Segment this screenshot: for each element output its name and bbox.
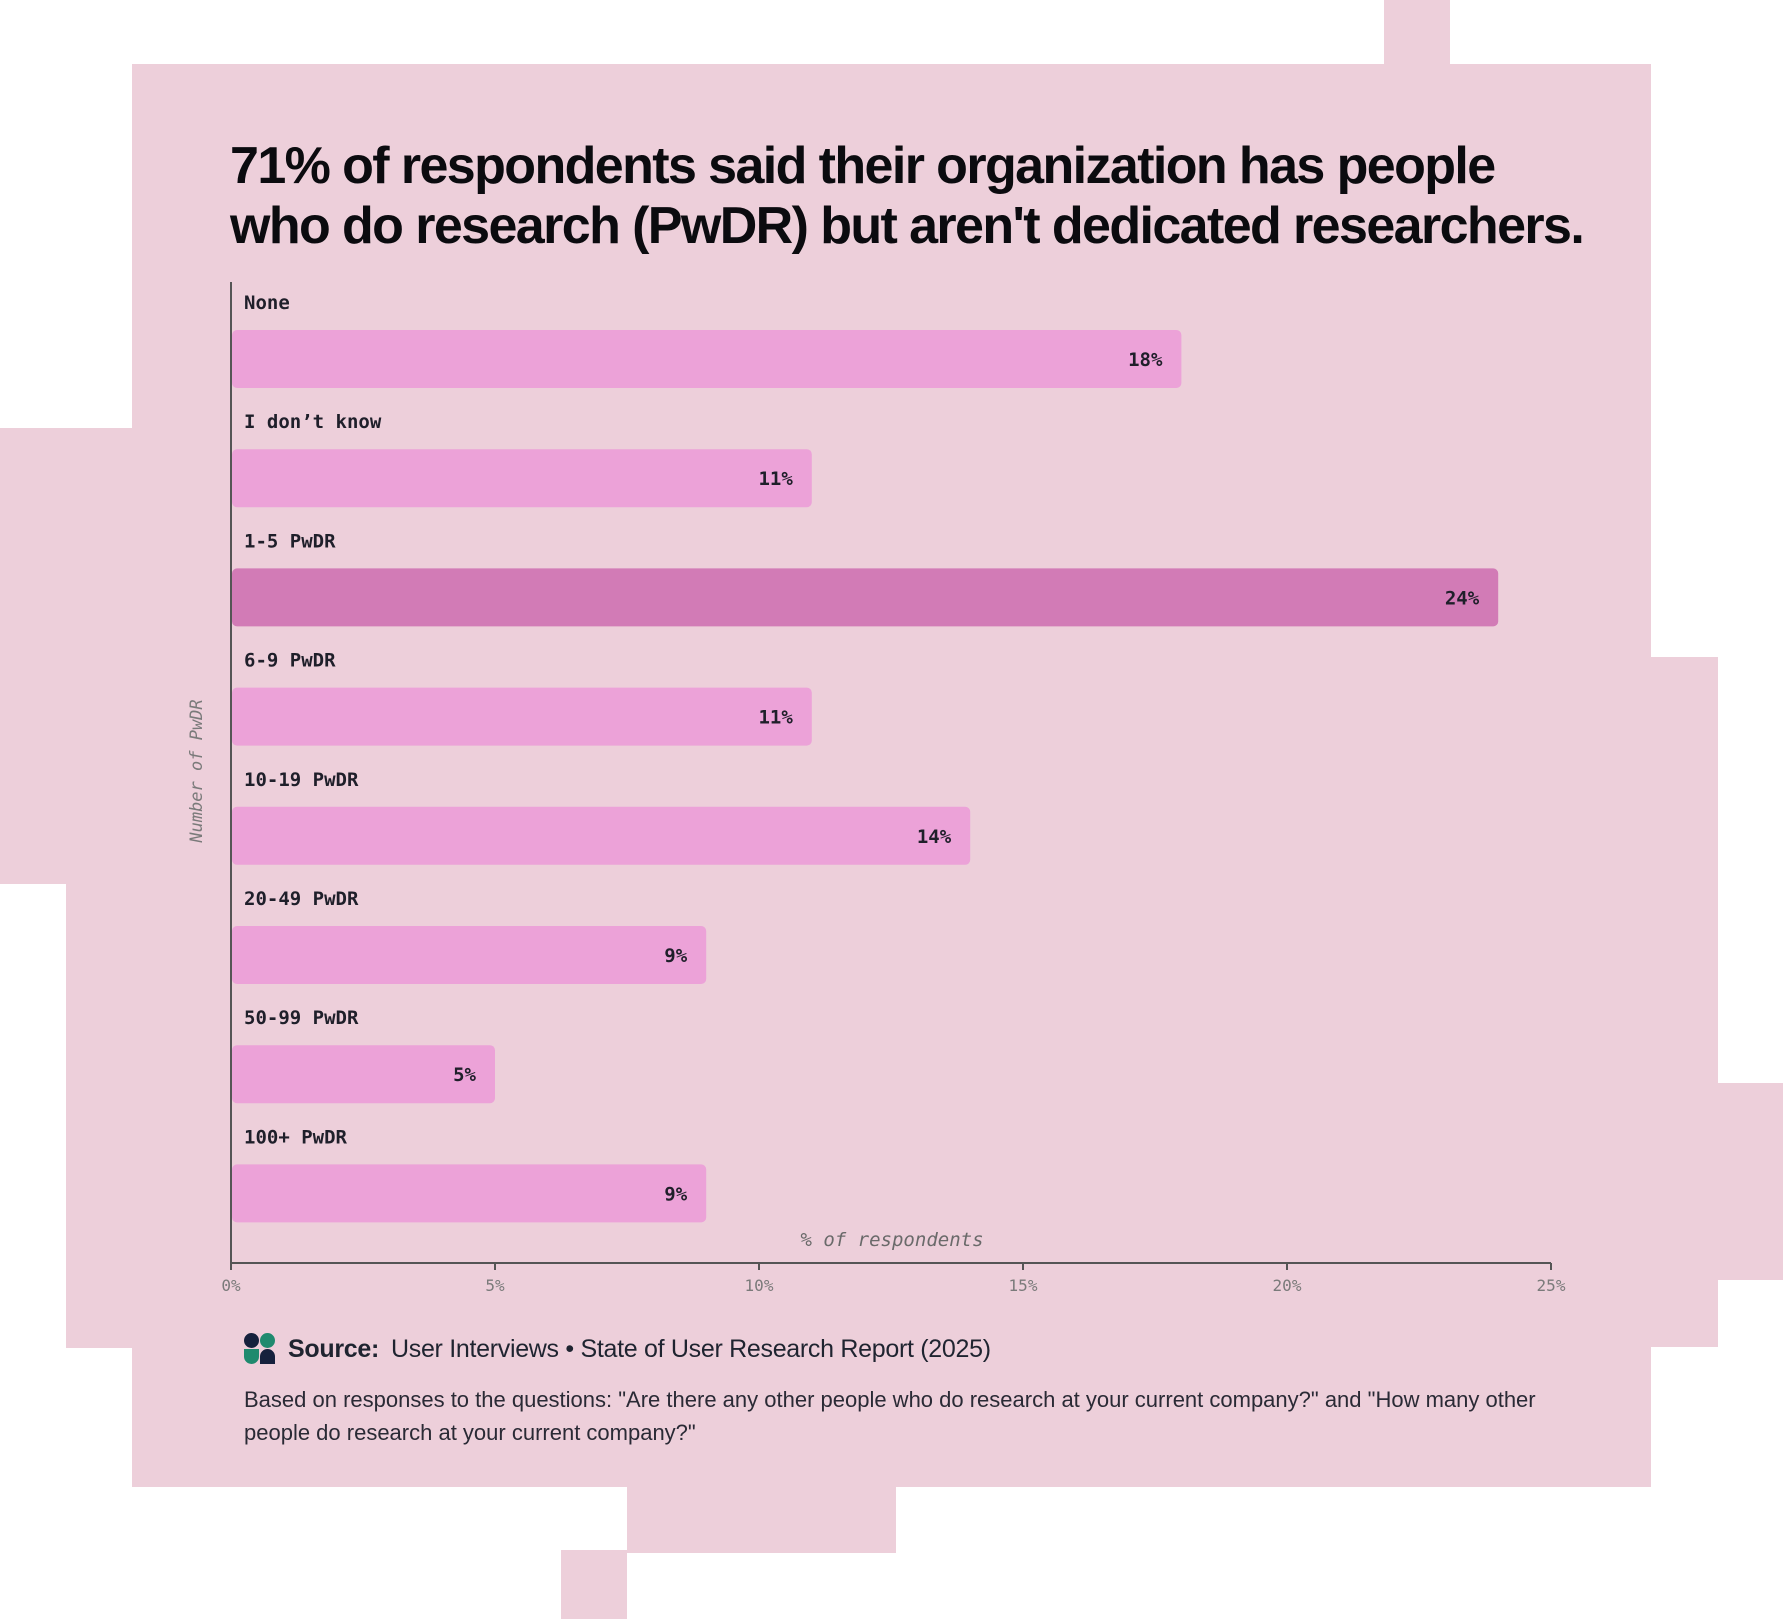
data-label: 24% [1445, 587, 1480, 609]
bar [232, 926, 707, 984]
data-label: 14% [917, 826, 952, 848]
logo-dot-br [260, 1349, 275, 1364]
bar [232, 449, 812, 508]
x-tick-label: 25% [1537, 1276, 1566, 1295]
bar [232, 568, 1499, 627]
bar [232, 1045, 495, 1104]
data-label: 18% [1128, 349, 1163, 371]
logo-dot-tr [260, 1333, 275, 1348]
x-tick-label: 5% [485, 1276, 505, 1295]
x-tick-label: 10% [745, 1276, 774, 1295]
background-block [1384, 0, 1450, 70]
category-label: I don’t know [244, 411, 382, 433]
bar [232, 330, 1182, 388]
background-block [627, 1480, 896, 1553]
source-line: Source: User Interviews • State of User … [244, 1333, 991, 1365]
background-block [0, 428, 140, 884]
bar [232, 687, 812, 746]
methodology-note: Based on responses to the questions: "Ar… [244, 1387, 1536, 1445]
chart-card [132, 64, 1651, 1487]
data-label: 11% [758, 707, 793, 729]
logo-dot-bl [244, 1349, 259, 1364]
x-tick-label: 15% [1009, 1276, 1038, 1295]
x-axis-title: % of respondents [800, 1229, 983, 1251]
x-tick-label: 20% [1273, 1276, 1302, 1295]
category-label: None [244, 292, 290, 314]
chart-title: 71% of respondents said their organizati… [230, 137, 1585, 255]
data-label: 11% [758, 468, 793, 490]
logo-dot-tl [244, 1333, 259, 1348]
category-label: 50-99 PwDR [244, 1007, 359, 1029]
data-label: 5% [453, 1064, 476, 1086]
background-block [1700, 1083, 1783, 1280]
source-text: User Interviews • State of User Research… [390, 1334, 991, 1363]
source-label: Source: [288, 1334, 379, 1363]
y-axis-title: Number of PwDR [187, 699, 207, 843]
background-block [561, 1550, 627, 1619]
category-label: 10-19 PwDR [244, 769, 359, 791]
category-label: 6-9 PwDR [244, 650, 336, 672]
data-label: 9% [664, 945, 687, 967]
data-label: 9% [664, 1183, 687, 1205]
bar [232, 1164, 707, 1223]
category-label: 20-49 PwDR [244, 888, 359, 910]
category-label: 100+ PwDR [244, 1126, 348, 1148]
category-label: 1-5 PwDR [244, 530, 336, 552]
bar [232, 806, 971, 865]
user-interviews-logo-icon [244, 1333, 276, 1365]
x-tick-label: 0% [221, 1276, 241, 1295]
